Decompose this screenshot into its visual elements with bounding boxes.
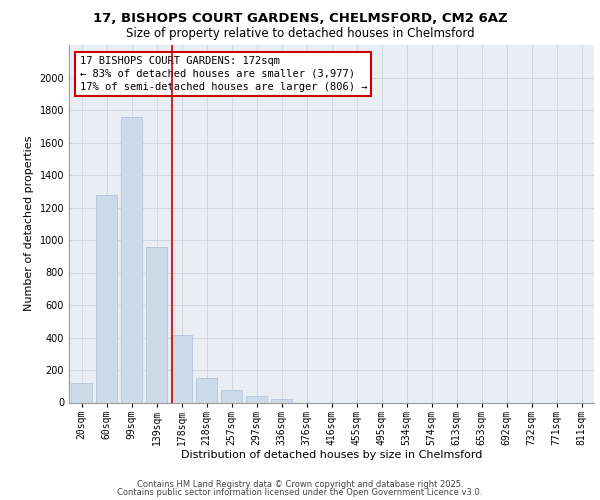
X-axis label: Distribution of detached houses by size in Chelmsford: Distribution of detached houses by size … xyxy=(181,450,482,460)
Bar xyxy=(221,390,242,402)
Text: Size of property relative to detached houses in Chelmsford: Size of property relative to detached ho… xyxy=(125,28,475,40)
Bar xyxy=(121,116,142,403)
Bar xyxy=(196,378,217,402)
Text: 17, BISHOPS COURT GARDENS, CHELMSFORD, CM2 6AZ: 17, BISHOPS COURT GARDENS, CHELMSFORD, C… xyxy=(92,12,508,26)
Bar xyxy=(246,396,267,402)
Text: Contains public sector information licensed under the Open Government Licence v3: Contains public sector information licen… xyxy=(118,488,482,497)
Bar xyxy=(171,335,192,402)
Y-axis label: Number of detached properties: Number of detached properties xyxy=(24,136,34,312)
Bar xyxy=(271,399,292,402)
Bar xyxy=(96,194,117,402)
Bar xyxy=(71,383,92,402)
Bar xyxy=(146,246,167,402)
Text: 17 BISHOPS COURT GARDENS: 172sqm
← 83% of detached houses are smaller (3,977)
17: 17 BISHOPS COURT GARDENS: 172sqm ← 83% o… xyxy=(79,56,367,92)
Text: Contains HM Land Registry data © Crown copyright and database right 2025.: Contains HM Land Registry data © Crown c… xyxy=(137,480,463,489)
